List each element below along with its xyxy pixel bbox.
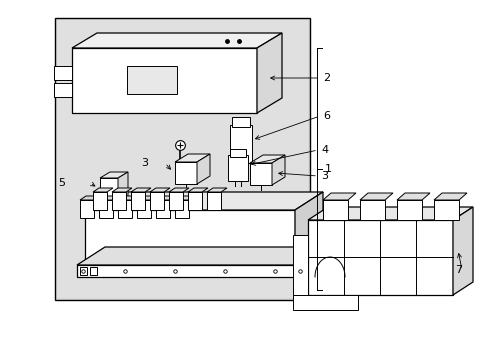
Bar — [227, 155, 247, 181]
Polygon shape — [433, 200, 458, 220]
Polygon shape — [396, 200, 421, 220]
Polygon shape — [85, 210, 294, 265]
Polygon shape — [249, 155, 285, 163]
Text: 7: 7 — [454, 265, 461, 275]
Polygon shape — [93, 192, 107, 210]
Polygon shape — [175, 154, 209, 162]
Polygon shape — [93, 188, 113, 192]
Polygon shape — [175, 200, 189, 218]
Polygon shape — [72, 33, 282, 48]
Polygon shape — [156, 196, 176, 200]
Text: 4: 4 — [320, 145, 327, 155]
Polygon shape — [187, 192, 202, 210]
Polygon shape — [156, 200, 170, 218]
Polygon shape — [169, 192, 183, 210]
Polygon shape — [433, 193, 466, 200]
Polygon shape — [131, 188, 151, 192]
Polygon shape — [294, 192, 323, 265]
Polygon shape — [100, 178, 118, 202]
Polygon shape — [80, 200, 94, 218]
Polygon shape — [72, 48, 257, 113]
Bar — [55, 18, 309, 300]
Polygon shape — [77, 247, 330, 265]
Bar — [57, 20, 307, 298]
Bar — [229, 149, 245, 157]
Polygon shape — [452, 207, 472, 295]
Polygon shape — [175, 196, 195, 200]
Polygon shape — [206, 192, 221, 210]
Polygon shape — [197, 154, 209, 184]
Polygon shape — [77, 265, 303, 277]
Polygon shape — [85, 192, 323, 210]
Bar — [229, 125, 251, 163]
Text: 1: 1 — [325, 164, 331, 174]
Text: 3: 3 — [320, 171, 327, 181]
Polygon shape — [271, 155, 285, 185]
Text: 5: 5 — [58, 178, 65, 188]
Polygon shape — [80, 196, 100, 200]
Bar — [231, 117, 249, 127]
Polygon shape — [307, 207, 472, 220]
Polygon shape — [323, 193, 355, 200]
Polygon shape — [323, 200, 347, 220]
Polygon shape — [292, 235, 307, 295]
Polygon shape — [118, 196, 138, 200]
Bar — [90, 267, 97, 275]
Polygon shape — [150, 192, 163, 210]
Bar — [127, 66, 177, 94]
Text: 2: 2 — [323, 73, 329, 83]
Polygon shape — [99, 196, 119, 200]
Polygon shape — [307, 220, 452, 295]
Polygon shape — [292, 295, 357, 310]
Polygon shape — [396, 193, 429, 200]
Polygon shape — [137, 196, 157, 200]
Polygon shape — [150, 188, 170, 192]
Polygon shape — [206, 188, 226, 192]
Polygon shape — [100, 172, 128, 178]
Polygon shape — [118, 200, 132, 218]
Polygon shape — [187, 188, 207, 192]
Polygon shape — [257, 33, 282, 113]
Polygon shape — [359, 200, 384, 220]
Polygon shape — [54, 83, 72, 97]
Polygon shape — [99, 200, 113, 218]
Polygon shape — [249, 163, 271, 185]
Polygon shape — [54, 66, 72, 80]
Polygon shape — [131, 192, 145, 210]
Polygon shape — [137, 200, 151, 218]
Polygon shape — [169, 188, 189, 192]
Polygon shape — [359, 193, 392, 200]
Text: 6: 6 — [323, 111, 329, 121]
Bar — [80, 267, 87, 275]
Polygon shape — [118, 172, 128, 202]
Text: 3: 3 — [141, 158, 148, 168]
Polygon shape — [175, 162, 197, 184]
Polygon shape — [112, 188, 132, 192]
Polygon shape — [112, 192, 126, 210]
